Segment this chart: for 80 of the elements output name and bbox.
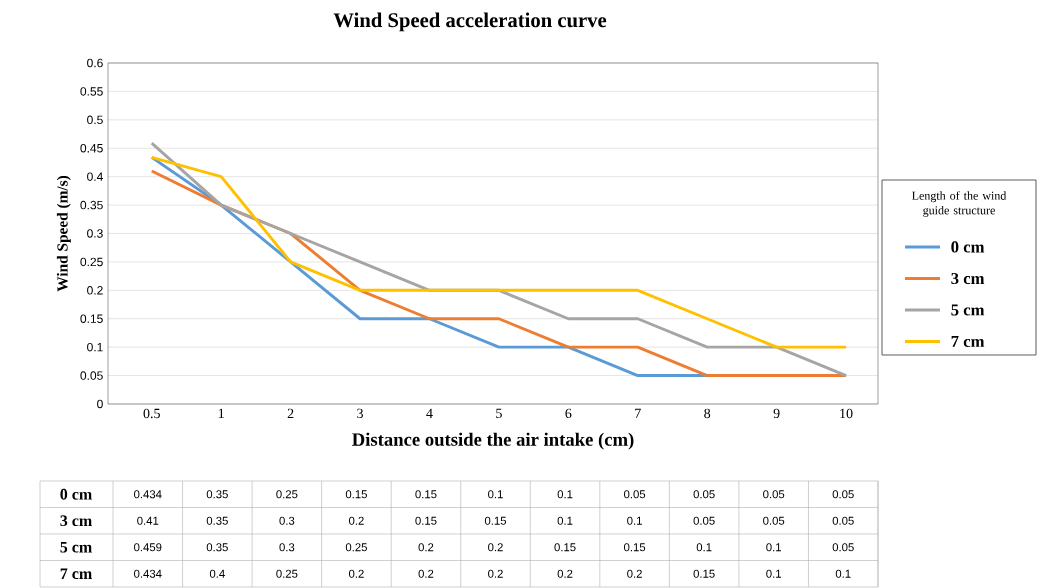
x-tick-label: 7 [635, 408, 641, 418]
data-label: 0.15 [554, 543, 576, 552]
data-label: 0.05 [763, 490, 785, 499]
data-label: 0.05 [832, 490, 854, 499]
data-label: 0.35 [206, 516, 228, 525]
legend-label: 7 cm [951, 335, 985, 348]
data-label: 0.1 [488, 490, 503, 499]
legend-title: Length of the wind guide structure [912, 191, 1007, 217]
data-label: 0.2 [348, 516, 364, 525]
data-label: 0.15 [415, 516, 437, 525]
y-tick-label: 0.05 [80, 371, 103, 380]
y-tick-label: 0 [97, 399, 103, 409]
text: 7 cm [60, 568, 92, 580]
y-tick-label: 0.35 [80, 200, 103, 210]
data-label: 0.05 [832, 543, 854, 552]
text: 0 cm [60, 488, 92, 500]
data-label: 0.15 [345, 490, 367, 499]
data-label: 0.1 [766, 543, 782, 552]
data-label: 0.25 [276, 569, 298, 578]
data-label: 0.25 [345, 543, 367, 552]
y-tick-label: 0.3 [87, 229, 103, 238]
data-label: 0.434 [134, 569, 162, 578]
data-label: 0.35 [206, 543, 228, 552]
x-tick-label: 0.5 [143, 408, 160, 419]
data-label: 0.1 [835, 569, 851, 578]
y-tick-label: 0.55 [80, 87, 103, 96]
data-label: 0.15 [693, 569, 715, 578]
data-label: 0.15 [415, 490, 437, 499]
chart-title: Wind Speed acceleration curve [333, 12, 607, 32]
data-label: 0.05 [763, 516, 785, 525]
data-label: 0.1 [557, 490, 573, 499]
data-label: 0.434 [134, 490, 162, 499]
data-label: 0.2 [488, 569, 503, 578]
x-tick-label: 8 [704, 408, 711, 419]
x-tick-label: 2 [287, 408, 294, 418]
data-label: 0.1 [627, 516, 642, 525]
data-label: 0.3 [279, 516, 295, 525]
y-tick-label: 0.1 [87, 342, 103, 352]
text: 5 cm [60, 541, 92, 553]
data-label: 0.1 [557, 516, 573, 525]
data-label: 0.1 [766, 569, 782, 578]
data-label: 0.2 [418, 569, 434, 578]
x-axis-title: Distance outside the air intake (cm) [352, 432, 634, 450]
x-tick-label: 6 [565, 408, 572, 419]
legend-label: 3 cm [951, 272, 985, 285]
data-label: 0.41 [137, 516, 159, 525]
data-label: 0.05 [624, 490, 646, 499]
y-tick-label: 0.45 [80, 143, 103, 153]
data-label: 0.15 [624, 543, 646, 552]
y-tick-label: 0.2 [87, 286, 103, 295]
data-label: 0.25 [276, 490, 298, 499]
y-tick-label: 0.15 [80, 314, 103, 323]
x-tick-label: 5 [496, 408, 502, 419]
data-label: 0.15 [484, 516, 507, 525]
data-label: 0.2 [627, 569, 642, 578]
data-label: 0.2 [488, 543, 503, 552]
data-label: 0.2 [557, 569, 573, 578]
data-label: 0.05 [832, 516, 854, 525]
data-label: 0.35 [206, 490, 228, 499]
data-label: 0.1 [696, 543, 712, 552]
x-tick-label: 1 [218, 408, 224, 418]
legend-label: 5 cm [951, 304, 985, 316]
data-label: 0.3 [279, 543, 295, 552]
y-tick-label: 0.25 [80, 257, 103, 267]
y-tick-label: 0.4 [87, 172, 103, 181]
data-label: 0.05 [693, 516, 715, 525]
text: 3 cm [60, 515, 92, 527]
data-label: 0.05 [693, 490, 715, 499]
data-label: 0.2 [348, 569, 364, 578]
x-tick-label: 4 [426, 408, 433, 418]
y-tick-label: 0.6 [87, 58, 103, 68]
data-label: 0.2 [418, 543, 434, 552]
data-label: 0.459 [134, 543, 162, 552]
x-tick-label: 10 [840, 408, 853, 419]
legend-label: 0 cm [951, 241, 985, 253]
y-axis-title: Wind Speed (m/s) [56, 175, 71, 292]
data-label: 0.4 [209, 569, 225, 578]
x-tick-label: 9 [773, 408, 780, 419]
y-tick-label: 0.5 [87, 115, 103, 125]
x-tick-label: 3 [357, 408, 363, 419]
